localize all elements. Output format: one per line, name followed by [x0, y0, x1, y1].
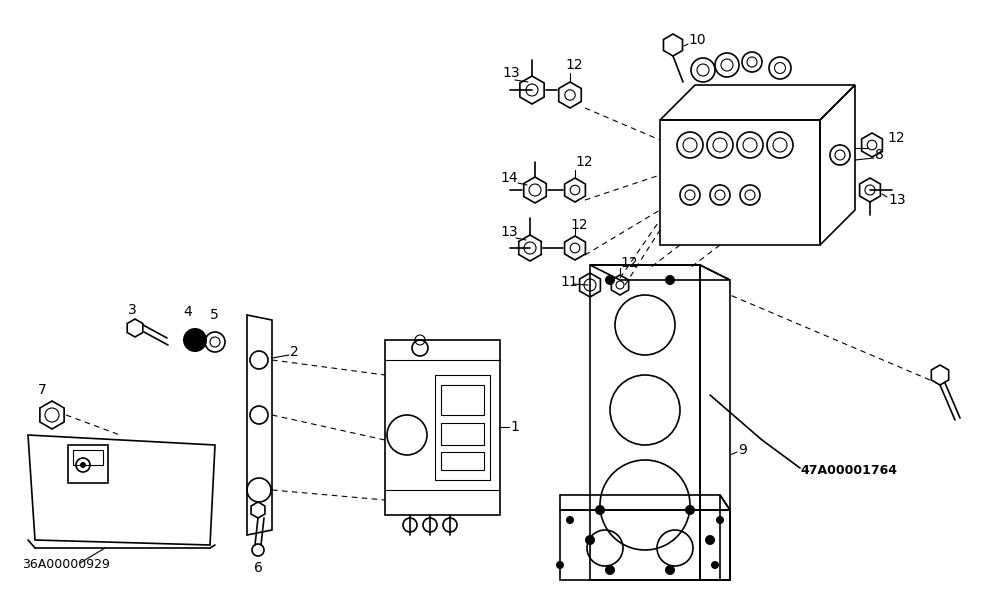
Text: 11: 11 — [560, 275, 578, 289]
Bar — [441, 452, 484, 470]
Bar — [73, 450, 103, 465]
Circle shape — [605, 565, 615, 575]
Bar — [68, 445, 108, 483]
Text: 47A00001764: 47A00001764 — [800, 463, 897, 477]
Text: 9: 9 — [738, 443, 747, 457]
Text: 5: 5 — [210, 308, 219, 322]
Circle shape — [705, 535, 715, 545]
Circle shape — [183, 328, 207, 352]
Text: 14: 14 — [500, 171, 518, 185]
Text: 2: 2 — [290, 345, 299, 359]
Bar — [441, 385, 484, 415]
Circle shape — [585, 535, 595, 545]
Text: 12: 12 — [570, 218, 588, 232]
Text: 13: 13 — [502, 66, 520, 80]
Text: 36A00000929: 36A00000929 — [22, 559, 110, 572]
Text: 12: 12 — [887, 131, 905, 145]
Text: 3: 3 — [128, 303, 137, 317]
Text: 7: 7 — [38, 383, 47, 397]
Text: 10: 10 — [688, 33, 706, 47]
Circle shape — [685, 505, 695, 515]
Text: 4: 4 — [183, 305, 192, 319]
Text: 12: 12 — [620, 256, 638, 270]
Text: 12: 12 — [575, 155, 593, 169]
Circle shape — [595, 505, 605, 515]
Text: 12: 12 — [565, 58, 583, 72]
Bar — [441, 423, 484, 445]
Text: 13: 13 — [888, 193, 906, 207]
Circle shape — [605, 275, 615, 285]
Circle shape — [556, 561, 564, 569]
Text: 13: 13 — [500, 225, 518, 239]
Circle shape — [566, 516, 574, 524]
Text: 6: 6 — [254, 561, 262, 575]
Text: 8: 8 — [875, 148, 884, 162]
Circle shape — [80, 462, 86, 468]
Circle shape — [665, 565, 675, 575]
Bar — [435, 375, 490, 480]
Bar — [385, 340, 500, 515]
Circle shape — [665, 275, 675, 285]
Text: 1: 1 — [510, 420, 519, 434]
Circle shape — [716, 516, 724, 524]
Circle shape — [711, 561, 719, 569]
